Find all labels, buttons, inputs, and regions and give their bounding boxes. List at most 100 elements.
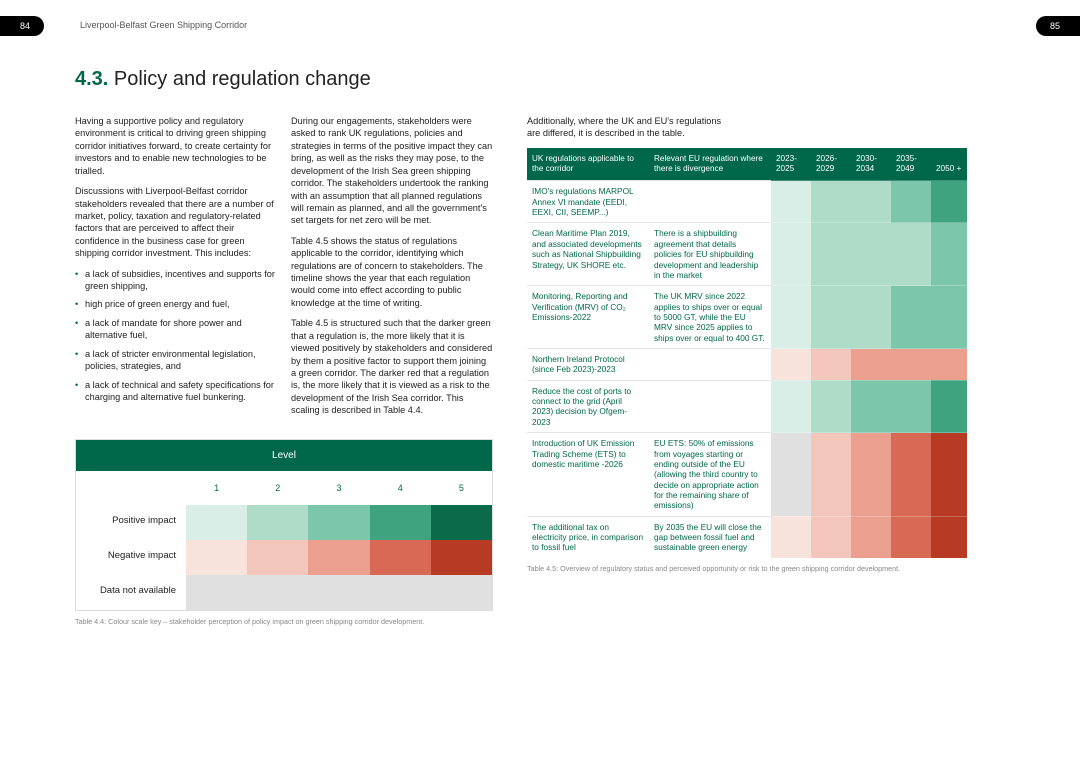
reg-timeline-cell (771, 181, 811, 223)
section-title: Policy and regulation change (114, 68, 371, 90)
scale-color-cell (431, 540, 492, 575)
reg-table-header: 2023-2025 (771, 148, 811, 181)
document-spread: 84 85 Liverpool-Belfast Green Shipping C… (0, 0, 1080, 764)
scale-color-cell (186, 575, 247, 610)
scale-level-num: 3 (308, 471, 369, 505)
reg-eu-cell (649, 349, 771, 381)
scale-row-label: Data not available (76, 575, 186, 610)
reg-table-header: 2050 + (931, 148, 967, 181)
reg-eu-cell (649, 380, 771, 432)
para: Discussions with Liverpool-Belfast corri… (75, 185, 277, 260)
scale-color-cell (247, 575, 308, 610)
reg-timeline-cell (811, 380, 851, 432)
para: Table 4.5 shows the status of regulation… (291, 235, 493, 310)
reg-timeline-cell (851, 380, 891, 432)
reg-timeline-cell (931, 380, 967, 432)
section-heading: 4.3. Policy and regulation change (75, 68, 1030, 91)
scale-title: Level (76, 440, 492, 471)
para: During our engagements, stakeholders wer… (291, 115, 493, 227)
reg-timeline-cell (771, 349, 811, 381)
reg-timeline-cell (931, 181, 967, 223)
reg-table-header: 2035-2049 (891, 148, 931, 181)
reg-timeline-cell (931, 223, 967, 286)
reg-eu-cell: By 2035 the EU will close the gap betwee… (649, 516, 771, 558)
reg-timeline-cell (891, 223, 931, 286)
section-number: 4.3. (75, 68, 108, 90)
reg-timeline-cell (811, 433, 851, 517)
right-page: Additionally, where the UK and EU's regu… (527, 115, 967, 626)
reg-timeline-cell (851, 433, 891, 517)
reg-uk-cell: Northern Ireland Protocol (since Feb 202… (527, 349, 649, 381)
col-2: During our engagements, stakeholders wer… (291, 115, 493, 425)
scale-color-cell (370, 505, 431, 540)
reg-timeline-cell (811, 349, 851, 381)
reg-timeline-cell (811, 516, 851, 558)
reg-eu-cell: EU ETS: 50% of emissions from voyages st… (649, 433, 771, 517)
para: Additionally, where the UK and EU's regu… (527, 115, 727, 140)
bullet-list: a lack of subsidies, incentives and supp… (75, 268, 277, 404)
reg-table-row: Clean Maritime Plan 2019, and associated… (527, 223, 967, 286)
color-scale-table: Level 12345Positive impactNegative impac… (75, 439, 493, 611)
para: Having a supportive policy and regulator… (75, 115, 277, 177)
reg-table-header: Relevant EU regulation where there is di… (649, 148, 771, 181)
reg-uk-cell: Monitoring, Reporting and Verification (… (527, 286, 649, 349)
scale-color-cell (186, 505, 247, 540)
table-caption: Table 4.4: Colour scale key – stakeholde… (75, 617, 493, 626)
reg-timeline-cell (931, 286, 967, 349)
scale-level-num: 5 (431, 471, 492, 505)
scale-grid: 12345Positive impactNegative impactData … (76, 471, 492, 610)
reg-uk-cell: Introduction of UK Emission Trading Sche… (527, 433, 649, 517)
running-header: Liverpool-Belfast Green Shipping Corrido… (80, 20, 1030, 30)
reg-timeline-cell (891, 181, 931, 223)
reg-eu-cell (649, 181, 771, 223)
reg-uk-cell: IMO's regulations MARPOL Annex VI mandat… (527, 181, 649, 223)
reg-uk-cell: Reduce the cost of ports to connect to t… (527, 380, 649, 432)
reg-timeline-cell (851, 349, 891, 381)
reg-timeline-cell (811, 181, 851, 223)
reg-timeline-cell (851, 516, 891, 558)
reg-timeline-cell (771, 286, 811, 349)
reg-table-row: Introduction of UK Emission Trading Sche… (527, 433, 967, 517)
reg-table-header: 2026-2029 (811, 148, 851, 181)
bullet-item: a lack of mandate for shore power and al… (75, 317, 277, 342)
scale-level-num: 4 (370, 471, 431, 505)
scale-color-cell (247, 505, 308, 540)
page-number-right: 85 (1036, 16, 1080, 36)
reg-timeline-cell (851, 181, 891, 223)
scale-color-cell (247, 540, 308, 575)
scale-level-num: 1 (186, 471, 247, 505)
page-number-left: 84 (0, 16, 44, 36)
reg-timeline-cell (811, 223, 851, 286)
reg-timeline-cell (891, 433, 931, 517)
scale-level-num: 2 (247, 471, 308, 505)
scale-row-label: Negative impact (76, 540, 186, 575)
bullet-item: high price of green energy and fuel, (75, 298, 277, 310)
reg-table-row: IMO's regulations MARPOL Annex VI mandat… (527, 181, 967, 223)
reg-timeline-cell (771, 516, 811, 558)
reg-timeline-cell (891, 380, 931, 432)
body-columns: Having a supportive policy and regulator… (75, 115, 493, 425)
table-caption: Table 4.5: Overview of regulatory status… (527, 564, 967, 573)
regulations-table: UK regulations applicable to the corrido… (527, 148, 967, 558)
reg-timeline-cell (851, 223, 891, 286)
bullet-item: a lack of stricter environmental legisla… (75, 348, 277, 373)
col-1: Having a supportive policy and regulator… (75, 115, 277, 425)
left-page: Having a supportive policy and regulator… (75, 115, 493, 626)
bullet-item: a lack of subsidies, incentives and supp… (75, 268, 277, 293)
two-page-content: Having a supportive policy and regulator… (75, 115, 1030, 626)
reg-table-header: UK regulations applicable to the corrido… (527, 148, 649, 181)
reg-timeline-cell (891, 349, 931, 381)
para: Table 4.5 is structured such that the da… (291, 317, 493, 416)
reg-timeline-cell (851, 286, 891, 349)
scale-color-cell (431, 505, 492, 540)
scale-color-cell (370, 540, 431, 575)
reg-eu-cell: There is a shipbuilding agreement that d… (649, 223, 771, 286)
reg-table-row: Monitoring, Reporting and Verification (… (527, 286, 967, 349)
bullet-item: a lack of technical and safety specifica… (75, 379, 277, 404)
scale-color-cell (308, 575, 369, 610)
reg-timeline-cell (771, 433, 811, 517)
reg-timeline-cell (771, 223, 811, 286)
reg-eu-cell: The UK MRV since 2022 applies to ships o… (649, 286, 771, 349)
scale-color-cell (308, 505, 369, 540)
scale-color-cell (186, 540, 247, 575)
